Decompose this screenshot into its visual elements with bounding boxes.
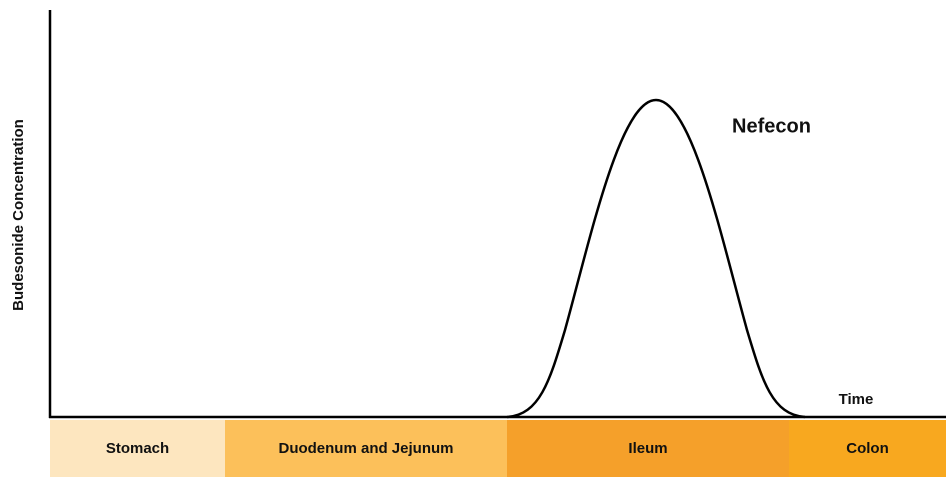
region-label: Stomach	[106, 440, 169, 457]
region-duodenum	[225, 420, 507, 477]
concentration-curve	[506, 98, 806, 419]
region-label: Duodenum and Jejunum	[278, 440, 453, 457]
region-colon	[789, 420, 946, 477]
region-label: Colon	[846, 440, 889, 457]
curve-label: Nefecon	[732, 115, 811, 137]
x-axis-label: Time	[839, 391, 874, 408]
y-axis-label: Budesonide Concentration	[10, 119, 27, 311]
region-stomach	[50, 420, 225, 477]
region-label: Ileum	[628, 440, 667, 457]
region-ileum	[507, 420, 789, 477]
